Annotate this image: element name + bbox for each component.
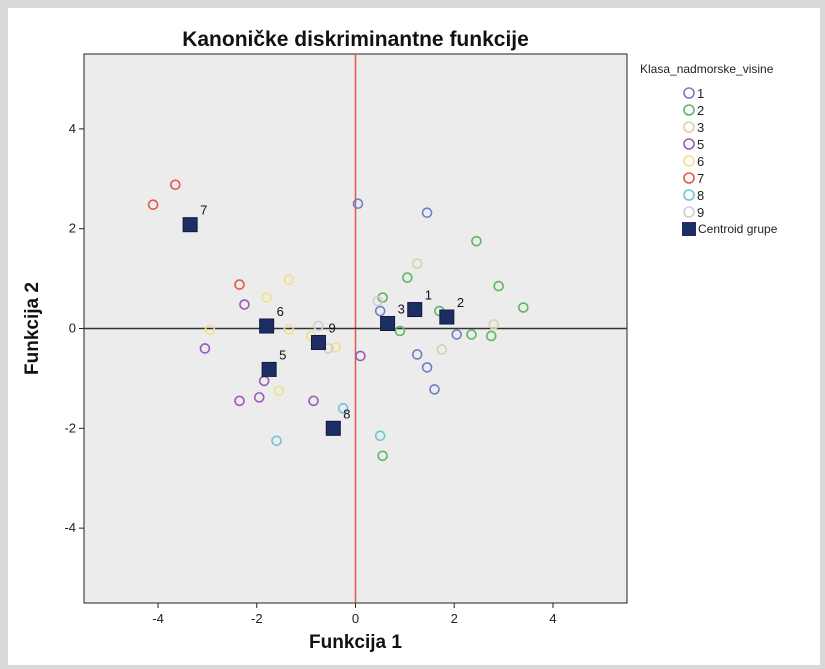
legend-marker-centroid: [682, 222, 696, 236]
point-group-6: [204, 324, 216, 336]
point-group-5: [253, 392, 265, 403]
y-tick-label: 4: [69, 121, 76, 136]
point-group-7: [234, 279, 245, 290]
point-group-8: [374, 430, 386, 442]
point-group-1: [411, 349, 423, 360]
legend-marker-8: [683, 189, 695, 201]
x-tick-label: 0: [352, 611, 359, 626]
legend-marker-2: [683, 104, 695, 116]
legend-label: 7: [697, 171, 704, 186]
legend-label: 1: [697, 86, 704, 101]
legend-marker-1: [683, 87, 695, 99]
legend-label: 3: [697, 120, 704, 135]
point-group-8: [337, 403, 349, 414]
centroid-label: 9: [328, 320, 335, 335]
point-group-2: [518, 302, 529, 313]
scatter-chart: Kanoničke diskriminantne funkcije -4 -2 0 2 4…: [22, 28, 778, 653]
point-group-1: [451, 329, 462, 340]
legend-label: 6: [697, 154, 704, 169]
centroid-marker-5: [261, 361, 277, 377]
centroid-label: 5: [279, 347, 286, 362]
centroid-label: 6: [277, 304, 284, 319]
legend-label: 8: [697, 188, 704, 203]
legend-label-centroid: Centroid grupe: [698, 222, 778, 236]
y-tick-label: 2: [69, 221, 76, 236]
legend-marker-9: [683, 206, 695, 218]
centroid-label: 7: [200, 203, 207, 218]
legend-marker-7: [683, 172, 695, 184]
centroid-marker-2: [439, 309, 455, 325]
point-group-9: [372, 295, 384, 307]
point-group-6: [330, 342, 342, 353]
point-group-6: [273, 385, 285, 397]
point-group-9: [313, 320, 324, 332]
point-group-3: [436, 344, 448, 355]
point-group-7: [170, 179, 181, 191]
centroid-marker-8: [325, 420, 341, 436]
legend-label: 2: [697, 103, 704, 118]
point-group-2: [377, 450, 388, 462]
point-group-5: [239, 299, 250, 310]
legend-title: Klasa_nadmorske_visine: [640, 62, 774, 76]
y-axis-label: Funkcija 2: [22, 282, 43, 375]
chart-title: Kanoničke diskriminantne funkcije: [182, 28, 529, 51]
point-group-6: [283, 274, 295, 285]
centroid-marker-7: [182, 217, 198, 233]
x-tick-label: -4: [152, 611, 164, 626]
y-tick-label: -4: [64, 520, 76, 535]
point-group-6: [261, 292, 272, 303]
legend-marker-5: [683, 138, 695, 150]
centroid-marker-6: [259, 318, 275, 334]
x-tick-label: 4: [549, 611, 556, 626]
point-group-1: [421, 362, 433, 373]
point-group-5: [234, 395, 245, 407]
point-group-3: [488, 319, 500, 330]
legend-label: 9: [697, 205, 704, 220]
point-group-6: [283, 324, 295, 335]
legend-marker-6: [683, 155, 695, 167]
y-tick-label: -2: [64, 420, 76, 435]
point-group-1: [352, 198, 364, 210]
point-group-7: [147, 199, 159, 211]
centroid-label: 8: [343, 406, 350, 421]
point-group-1: [429, 384, 440, 395]
point-group-5: [199, 343, 211, 354]
centroid-marker-9: [310, 334, 326, 350]
point-group-2: [485, 330, 497, 342]
point-group-5: [308, 395, 319, 407]
point-group-1: [421, 207, 433, 219]
point-group-5: [355, 350, 366, 362]
point-group-2: [402, 272, 413, 283]
centroid-label: 1: [425, 288, 432, 303]
centroid-label: 3: [398, 302, 405, 317]
centroid-label: 2: [457, 295, 464, 310]
point-group-2: [471, 235, 482, 247]
legend-marker-3: [683, 121, 695, 133]
y-tick-label: 0: [69, 321, 76, 336]
point-group-2: [394, 325, 406, 337]
point-group-2: [493, 280, 504, 292]
x-tick-label: -2: [251, 611, 263, 626]
centroid-marker-3: [380, 316, 396, 332]
chart-card: Kanoničke diskriminantne funkcije -4 -2 0 2 4…: [8, 8, 820, 665]
point-group-1: [374, 305, 386, 317]
point-group-3: [411, 258, 423, 269]
legend-label: 5: [697, 137, 704, 152]
x-axis-label: Funkcija 1: [309, 632, 402, 653]
x-tick-label: 2: [451, 611, 458, 626]
point-group-8: [271, 435, 282, 447]
centroid-marker-1: [407, 302, 423, 318]
point-group-2: [466, 329, 477, 340]
